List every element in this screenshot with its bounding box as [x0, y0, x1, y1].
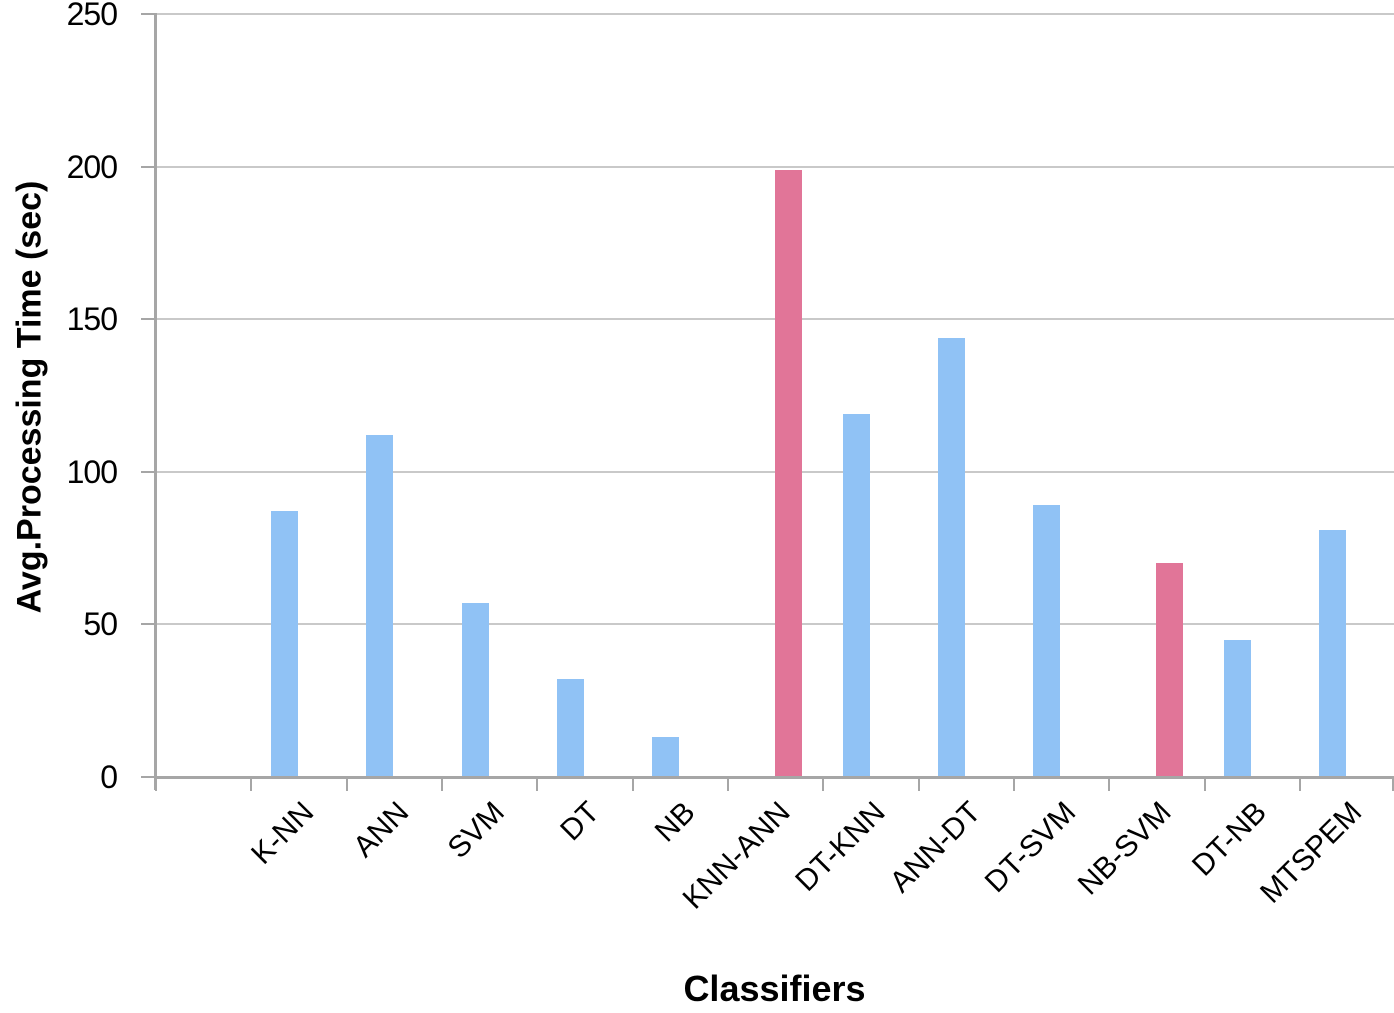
- x-axis-tick: [631, 777, 634, 791]
- bar-ANN: [366, 435, 394, 777]
- x-tick-label: ANN-DT: [883, 795, 988, 900]
- y-tick-label: 150: [66, 301, 118, 338]
- bar-KNN-ANN: [774, 169, 802, 777]
- y-axis-tick: [141, 318, 155, 321]
- x-axis-tick: [917, 777, 920, 791]
- gridline: [155, 318, 1394, 321]
- x-axis-tick: [250, 777, 253, 791]
- x-axis-tick: [440, 777, 443, 791]
- category-slot: ANN-DT: [884, 14, 1012, 899]
- x-axis-line: [155, 776, 1394, 779]
- y-tick-label: 50: [83, 606, 118, 643]
- x-tick-label: NB-SVM: [1071, 795, 1178, 902]
- category-slot: ANN: [346, 14, 441, 864]
- category-slot: DT-KNN: [789, 14, 917, 898]
- y-tick-label: 0: [100, 759, 118, 795]
- x-tick-label: DT-KNN: [789, 795, 892, 898]
- y-tick-label: 100: [66, 453, 118, 490]
- gridline: [155, 623, 1394, 626]
- x-tick-label: DT-NB: [1186, 795, 1273, 883]
- y-axis-line: [154, 13, 157, 790]
- bar-K-NN: [270, 511, 298, 777]
- x-axis-tick: [1012, 777, 1015, 791]
- gridline: [155, 165, 1394, 168]
- y-axis-tick: [141, 165, 155, 168]
- x-tick-label: K-NN: [244, 795, 320, 871]
- y-tick-label: 200: [66, 148, 118, 185]
- x-tick-label: SVM: [441, 795, 511, 865]
- y-axis-tick: [141, 13, 155, 15]
- y-axis-tick: [141, 623, 155, 626]
- category-slot: KNN-ANN: [676, 14, 822, 916]
- category-slot: MTSPEM: [1254, 14, 1394, 910]
- x-axis-tick: [1392, 777, 1394, 791]
- x-axis-title: Classifiers: [683, 968, 866, 1009]
- plot-area: K-NN ANN SVM DT NB KNN-ANN DT-KNN ANN-DT DT-SVM N…: [141, 13, 1394, 916]
- bars-container: K-NN ANN SVM DT NB KNN-ANN DT-KNN ANN-DT DT-SVM N…: [245, 14, 1394, 916]
- x-axis-tick: [726, 777, 729, 791]
- category-slot: DT: [536, 14, 631, 847]
- bar-MTSPEM: [1319, 529, 1347, 777]
- x-tick-label: DT-SVM: [978, 795, 1083, 900]
- y-axis-tick-labels: 0 50 100 150 200 250: [0, 0, 118, 794]
- bar-ANN-DT: [938, 337, 966, 777]
- bar-DT-SVM: [1033, 505, 1061, 777]
- bar-NB-SVM: [1155, 563, 1183, 777]
- y-tick-label: 250: [66, 0, 118, 32]
- category-slot: SVM: [441, 14, 536, 865]
- x-axis-tick: [1203, 777, 1206, 791]
- bar-DT-KNN: [842, 413, 870, 777]
- x-tick-label: ANN: [347, 795, 416, 864]
- x-axis-tick: [536, 777, 539, 791]
- x-axis-ticks: [155, 777, 1394, 791]
- x-tick-label: DT: [554, 795, 606, 848]
- x-axis-tick: [345, 777, 348, 791]
- gridline: [155, 470, 1394, 473]
- bar-SVM: [461, 603, 489, 777]
- category-slot: DT-NB: [1186, 14, 1298, 883]
- x-axis-tick: [822, 777, 825, 791]
- category-slot: NB: [632, 14, 727, 848]
- gridline: [155, 13, 1394, 15]
- y-axis-tick: [141, 776, 155, 778]
- bar-DT: [556, 679, 584, 777]
- category-slot: NB-SVM: [1072, 14, 1203, 901]
- category-slot: DT-SVM: [979, 14, 1108, 899]
- x-axis-tick: [1298, 777, 1301, 791]
- x-tick-label: NB: [648, 795, 702, 849]
- x-axis-tick: [1108, 777, 1111, 791]
- y-axis-tick: [141, 470, 155, 473]
- bar-NB: [652, 737, 680, 777]
- category-slot: K-NN: [245, 14, 345, 871]
- x-tick-label: MTSPEM: [1254, 795, 1369, 910]
- bar-DT-NB: [1224, 639, 1252, 777]
